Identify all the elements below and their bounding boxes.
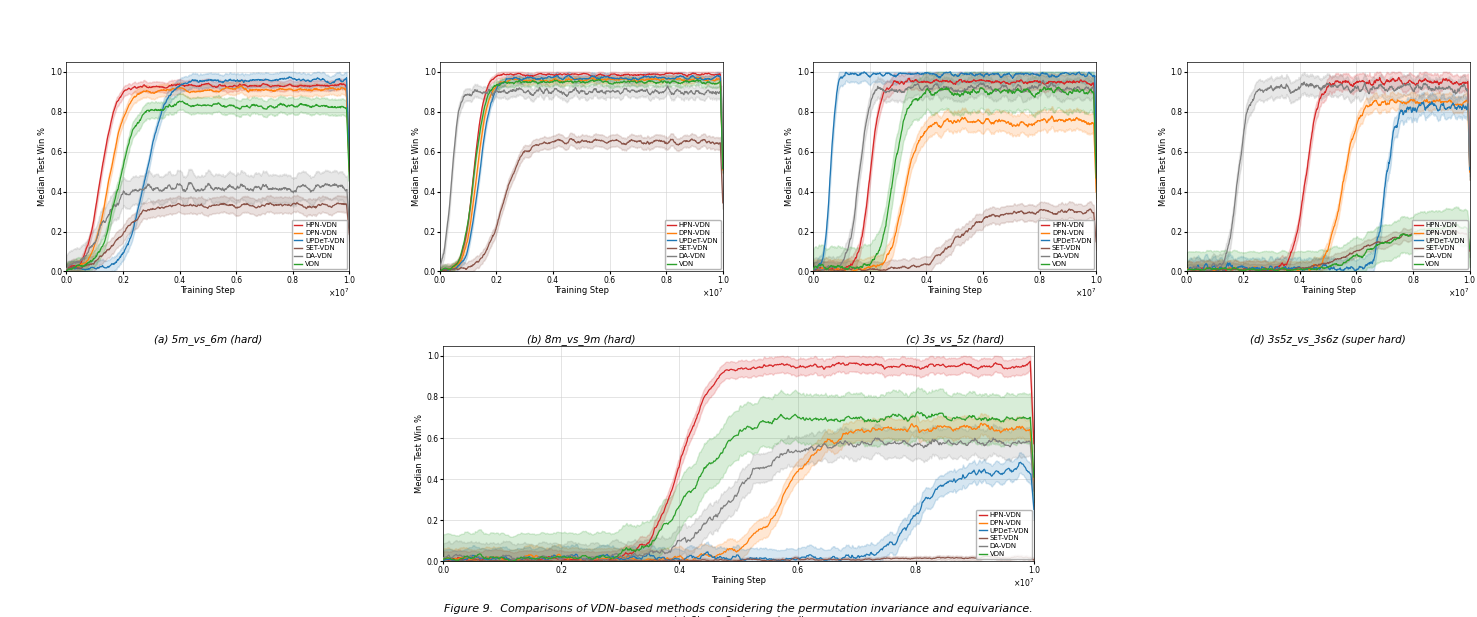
Y-axis label: Median Test Win %: Median Test Win %: [38, 127, 47, 206]
Text: $\times10^7$: $\times10^7$: [702, 286, 722, 299]
Text: $\times10^7$: $\times10^7$: [1075, 286, 1096, 299]
Legend: HPN-VDN, DPN-VDN, UPDeT-VDN, SET-VDN, DA-VDN, VDN: HPN-VDN, DPN-VDN, UPDeT-VDN, SET-VDN, DA…: [1412, 220, 1468, 270]
Y-axis label: Median Test Win %: Median Test Win %: [412, 127, 421, 206]
X-axis label: Training Step: Training Step: [710, 576, 767, 585]
Text: (b) 8m_vs_9m (hard): (b) 8m_vs_9m (hard): [527, 334, 635, 346]
X-axis label: Training Step: Training Step: [928, 286, 982, 295]
Legend: HPN-VDN, DPN-VDN, UPDeT-VDN, SET-VDN, DA-VDN, VDN: HPN-VDN, DPN-VDN, UPDeT-VDN, SET-VDN, DA…: [976, 510, 1032, 560]
Text: $\times10^7$: $\times10^7$: [328, 286, 350, 299]
Text: (e) 6h_vs_8z (super hard): (e) 6h_vs_8z (super hard): [672, 615, 805, 617]
X-axis label: Training Step: Training Step: [1301, 286, 1356, 295]
Text: $\times10^7$: $\times10^7$: [1013, 576, 1034, 589]
Legend: HPN-VDN, DPN-VDN, UPDeT-VDN, SET-VDN, DA-VDN, VDN: HPN-VDN, DPN-VDN, UPDeT-VDN, SET-VDN, DA…: [665, 220, 721, 270]
Text: (c) 3s_vs_5z (hard): (c) 3s_vs_5z (hard): [905, 334, 1004, 346]
Text: Figure 9.  Comparisons of VDN-based methods considering the permutation invarian: Figure 9. Comparisons of VDN-based metho…: [445, 604, 1032, 614]
X-axis label: Training Step: Training Step: [180, 286, 235, 295]
Legend: HPN-VDN, DPN-VDN, UPDeT-VDN, SET-VDN, DA-VDN, VDN: HPN-VDN, DPN-VDN, UPDeT-VDN, SET-VDN, DA…: [1038, 220, 1094, 270]
Y-axis label: Median Test Win %: Median Test Win %: [1158, 127, 1168, 206]
Y-axis label: Median Test Win %: Median Test Win %: [415, 414, 424, 493]
Text: (d) 3s5z_vs_3s6z (super hard): (d) 3s5z_vs_3s6z (super hard): [1251, 334, 1406, 346]
X-axis label: Training Step: Training Step: [554, 286, 609, 295]
Y-axis label: Median Test Win %: Median Test Win %: [786, 127, 795, 206]
Text: (a) 5m_vs_6m (hard): (a) 5m_vs_6m (hard): [154, 334, 261, 346]
Text: $\times10^7$: $\times10^7$: [1449, 286, 1470, 299]
Legend: HPN-VDN, DPN-VDN, UPDeT-VDN, SET-VDN, DA-VDN, VDN: HPN-VDN, DPN-VDN, UPDeT-VDN, SET-VDN, DA…: [291, 220, 347, 270]
